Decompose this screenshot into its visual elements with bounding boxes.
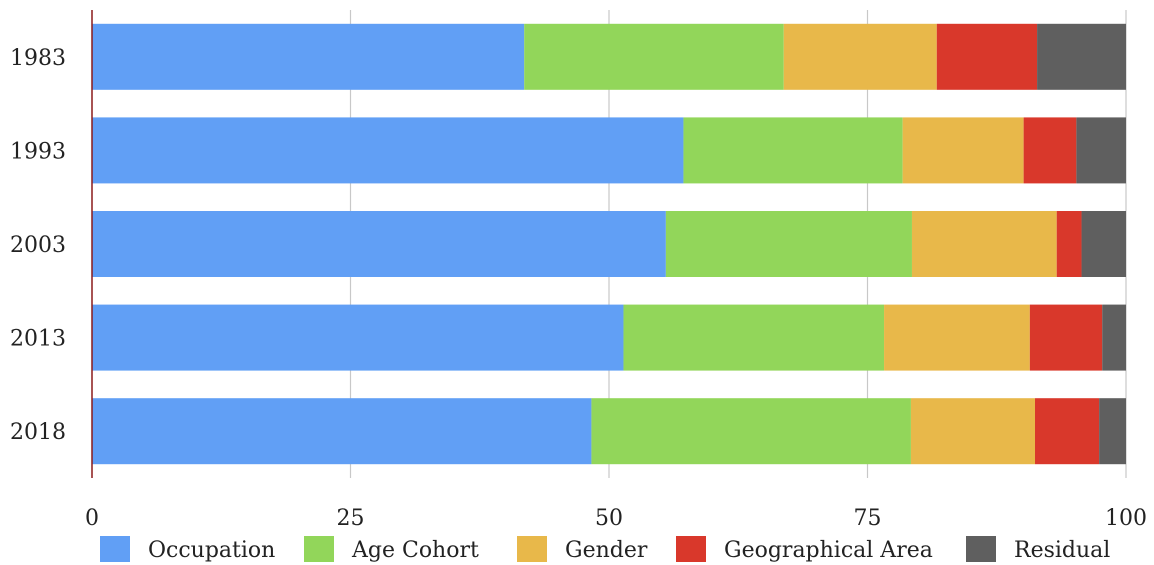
legend-label-occupation: Occupation bbox=[148, 538, 275, 563]
y-tick-label: 1983 bbox=[10, 46, 66, 71]
legend-label-age-cohort: Age Cohort bbox=[351, 538, 479, 563]
bar-residual-2013 bbox=[1102, 304, 1126, 371]
bar-residual-2018 bbox=[1099, 398, 1126, 465]
y-tick-label: 2018 bbox=[10, 420, 66, 445]
bar-occupation-1993 bbox=[92, 117, 684, 184]
x-tick-label: 25 bbox=[337, 506, 365, 531]
x-axis-labels: 0 25 50 75 100 bbox=[85, 506, 1147, 531]
bar-residual-1993 bbox=[1076, 117, 1126, 184]
legend-label-residual: Residual bbox=[1014, 538, 1110, 563]
bars bbox=[92, 23, 1126, 465]
bar-age-cohort-1983 bbox=[524, 23, 784, 90]
legend-swatch-residual bbox=[966, 536, 996, 562]
x-tick-label: 75 bbox=[854, 506, 882, 531]
x-tick-label: 50 bbox=[595, 506, 623, 531]
y-axis-labels: 1983 1993 2003 2013 2018 bbox=[10, 46, 66, 445]
legend-swatch-occupation bbox=[100, 536, 130, 562]
bar-age-cohort-1993 bbox=[683, 117, 903, 184]
bar-geographical-area-1983 bbox=[936, 23, 1038, 90]
legend-label-gender: Gender bbox=[565, 538, 648, 563]
legend-swatch-geographical-area bbox=[676, 536, 706, 562]
bar-occupation-1983 bbox=[92, 23, 525, 90]
x-tick-label: 100 bbox=[1105, 506, 1147, 531]
bar-gender-1983 bbox=[783, 23, 937, 90]
y-tick-label: 2013 bbox=[10, 327, 66, 352]
bar-occupation-2013 bbox=[92, 304, 624, 371]
bar-occupation-2018 bbox=[92, 398, 592, 465]
bar-gender-2013 bbox=[884, 304, 1030, 371]
legend: Occupation Age Cohort Gender Geographical A… bbox=[100, 536, 1110, 563]
bar-geographical-area-1993 bbox=[1023, 117, 1077, 184]
y-tick-label: 2003 bbox=[10, 233, 66, 258]
bar-age-cohort-2018 bbox=[591, 398, 911, 465]
bar-gender-1993 bbox=[902, 117, 1024, 184]
legend-swatch-gender bbox=[517, 536, 547, 562]
bar-age-cohort-2003 bbox=[665, 211, 912, 277]
bar-residual-1983 bbox=[1037, 23, 1126, 90]
legend-label-geographical-area: Geographical Area bbox=[724, 538, 933, 563]
bar-residual-2003 bbox=[1081, 211, 1126, 277]
bar-occupation-2003 bbox=[92, 211, 666, 277]
bar-gender-2003 bbox=[911, 211, 1057, 277]
bar-age-cohort-2013 bbox=[623, 304, 885, 371]
bar-geographical-area-2003 bbox=[1056, 211, 1082, 277]
y-tick-label: 1993 bbox=[10, 139, 66, 164]
bar-geographical-area-2018 bbox=[1035, 398, 1100, 465]
bar-gender-2018 bbox=[910, 398, 1036, 465]
x-tick-label: 0 bbox=[85, 506, 99, 531]
bar-geographical-area-2013 bbox=[1029, 304, 1103, 371]
legend-swatch-age-cohort bbox=[304, 536, 334, 562]
